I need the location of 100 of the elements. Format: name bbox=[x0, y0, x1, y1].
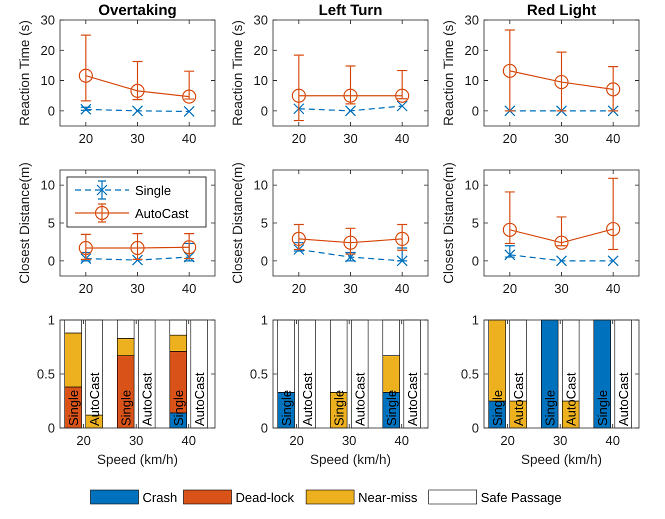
annotation: AutoCast bbox=[564, 372, 579, 426]
y-axis-title: Closest Distance(m) bbox=[441, 162, 456, 284]
point bbox=[130, 84, 145, 98]
y-axis-title: Closest Distance(m) bbox=[230, 162, 245, 284]
y-axis-title: Reaction Time (s) bbox=[230, 20, 245, 126]
x-tick-label: 30 bbox=[554, 131, 569, 146]
annotation: AutoCast bbox=[511, 372, 526, 426]
annotation: AutoCast bbox=[616, 372, 632, 426]
x-tick-label: 30 bbox=[130, 281, 145, 296]
y-axis-title: Reaction Time (s) bbox=[17, 20, 32, 126]
y-axis-title: Closest Distance(m) bbox=[17, 162, 32, 284]
x-axis-title: Speed (km/h) bbox=[96, 452, 178, 467]
legend-label: AutoCast bbox=[135, 206, 189, 221]
point bbox=[608, 105, 619, 116]
point bbox=[343, 88, 358, 103]
annotation: Single bbox=[332, 390, 347, 426]
point bbox=[184, 251, 195, 263]
y-tick-label: 0 bbox=[48, 253, 55, 268]
point bbox=[292, 232, 306, 246]
x-tick-label: 20 bbox=[292, 281, 306, 296]
y-tick-label: 0 bbox=[472, 103, 479, 118]
annotation: AutoCast bbox=[300, 372, 316, 426]
point bbox=[130, 240, 145, 256]
x-tick-label: 40 bbox=[394, 433, 409, 448]
y-tick-label: 20 bbox=[40, 42, 55, 58]
x-tick-label: 40 bbox=[605, 433, 620, 448]
point bbox=[395, 232, 410, 246]
y-tick-label: 10 bbox=[40, 178, 55, 193]
chart-title: Red Light bbox=[526, 2, 596, 19]
point bbox=[504, 105, 516, 116]
x-tick-label: 30 bbox=[343, 131, 358, 146]
x-tick-label: 30 bbox=[554, 281, 569, 296]
annotation: Single bbox=[595, 390, 610, 426]
legend-label: Dead-lock bbox=[236, 490, 295, 505]
x-tick-label: 30 bbox=[128, 433, 144, 448]
y-tick-label: 5 bbox=[472, 216, 479, 230]
x-tick-label: 40 bbox=[182, 131, 196, 146]
annotation: Single bbox=[171, 390, 186, 426]
point bbox=[502, 222, 517, 237]
y-tick-label: 20 bbox=[464, 42, 479, 58]
point bbox=[554, 236, 569, 250]
point bbox=[396, 100, 408, 112]
point bbox=[293, 244, 304, 256]
x-tick-label: 40 bbox=[182, 281, 196, 296]
legend-label: Crash bbox=[142, 490, 178, 505]
annotation: Single bbox=[490, 390, 506, 426]
y-tick-label: 30 bbox=[40, 12, 55, 28]
y-tick-label: 30 bbox=[254, 12, 268, 28]
x-tick-label: 20 bbox=[502, 281, 518, 296]
x-tick-label: 20 bbox=[500, 433, 515, 448]
x-tick-label: 30 bbox=[342, 433, 356, 448]
y-tick-label: 0 bbox=[48, 420, 55, 436]
point bbox=[344, 105, 356, 116]
annotation: Single bbox=[542, 390, 558, 426]
chart-title: Left Turn bbox=[318, 2, 382, 19]
x-tick-label: 20 bbox=[78, 281, 94, 296]
annotation: AutoCast bbox=[192, 372, 208, 426]
point bbox=[608, 255, 619, 266]
annotation: AutoCast bbox=[140, 372, 155, 426]
x-tick-label: 20 bbox=[289, 433, 304, 448]
x-tick-label: 40 bbox=[181, 433, 196, 448]
x-axis-title: Speed (km/h) bbox=[520, 452, 602, 467]
y-axis-title: Reaction Time (s) bbox=[441, 20, 456, 126]
point bbox=[554, 74, 569, 90]
point bbox=[504, 249, 516, 260]
annotation: Single bbox=[66, 390, 82, 426]
annotation: AutoCast bbox=[87, 372, 102, 426]
point bbox=[182, 90, 196, 104]
y-tick-label: 0.5 bbox=[36, 366, 55, 382]
point bbox=[78, 240, 93, 256]
y-tick-label: 0 bbox=[260, 103, 268, 118]
y-tick-label: 1 bbox=[260, 312, 268, 328]
legend-label: Single bbox=[135, 183, 172, 198]
point bbox=[80, 104, 92, 115]
point bbox=[396, 255, 408, 266]
point bbox=[606, 222, 620, 236]
annotation: Single bbox=[384, 390, 400, 426]
point bbox=[132, 105, 144, 116]
point bbox=[343, 236, 358, 250]
y-tick-label: 10 bbox=[464, 73, 479, 88]
legend-label: Safe Passage bbox=[480, 490, 562, 505]
point bbox=[395, 88, 410, 103]
point bbox=[78, 68, 93, 83]
y-tick-label: 30 bbox=[464, 12, 479, 28]
x-tick-label: 40 bbox=[394, 281, 410, 296]
point bbox=[80, 252, 92, 264]
y-tick-label: 10 bbox=[254, 73, 268, 88]
x-tick-label: 20 bbox=[76, 433, 91, 448]
legend-label: Near-miss bbox=[358, 490, 418, 505]
x-tick-label: 40 bbox=[606, 131, 620, 146]
x-tick-label: 20 bbox=[502, 131, 518, 146]
x-tick-label: 40 bbox=[394, 131, 410, 146]
y-tick-label: 0 bbox=[260, 253, 268, 268]
y-tick-label: 0 bbox=[472, 253, 479, 268]
y-tick-label: 1 bbox=[48, 312, 55, 328]
y-tick-label: 10 bbox=[40, 73, 55, 88]
y-tick-label: 0 bbox=[472, 420, 479, 436]
point bbox=[606, 82, 620, 96]
y-tick-label: 0.5 bbox=[250, 366, 268, 382]
y-tick-label: 0 bbox=[48, 103, 55, 118]
